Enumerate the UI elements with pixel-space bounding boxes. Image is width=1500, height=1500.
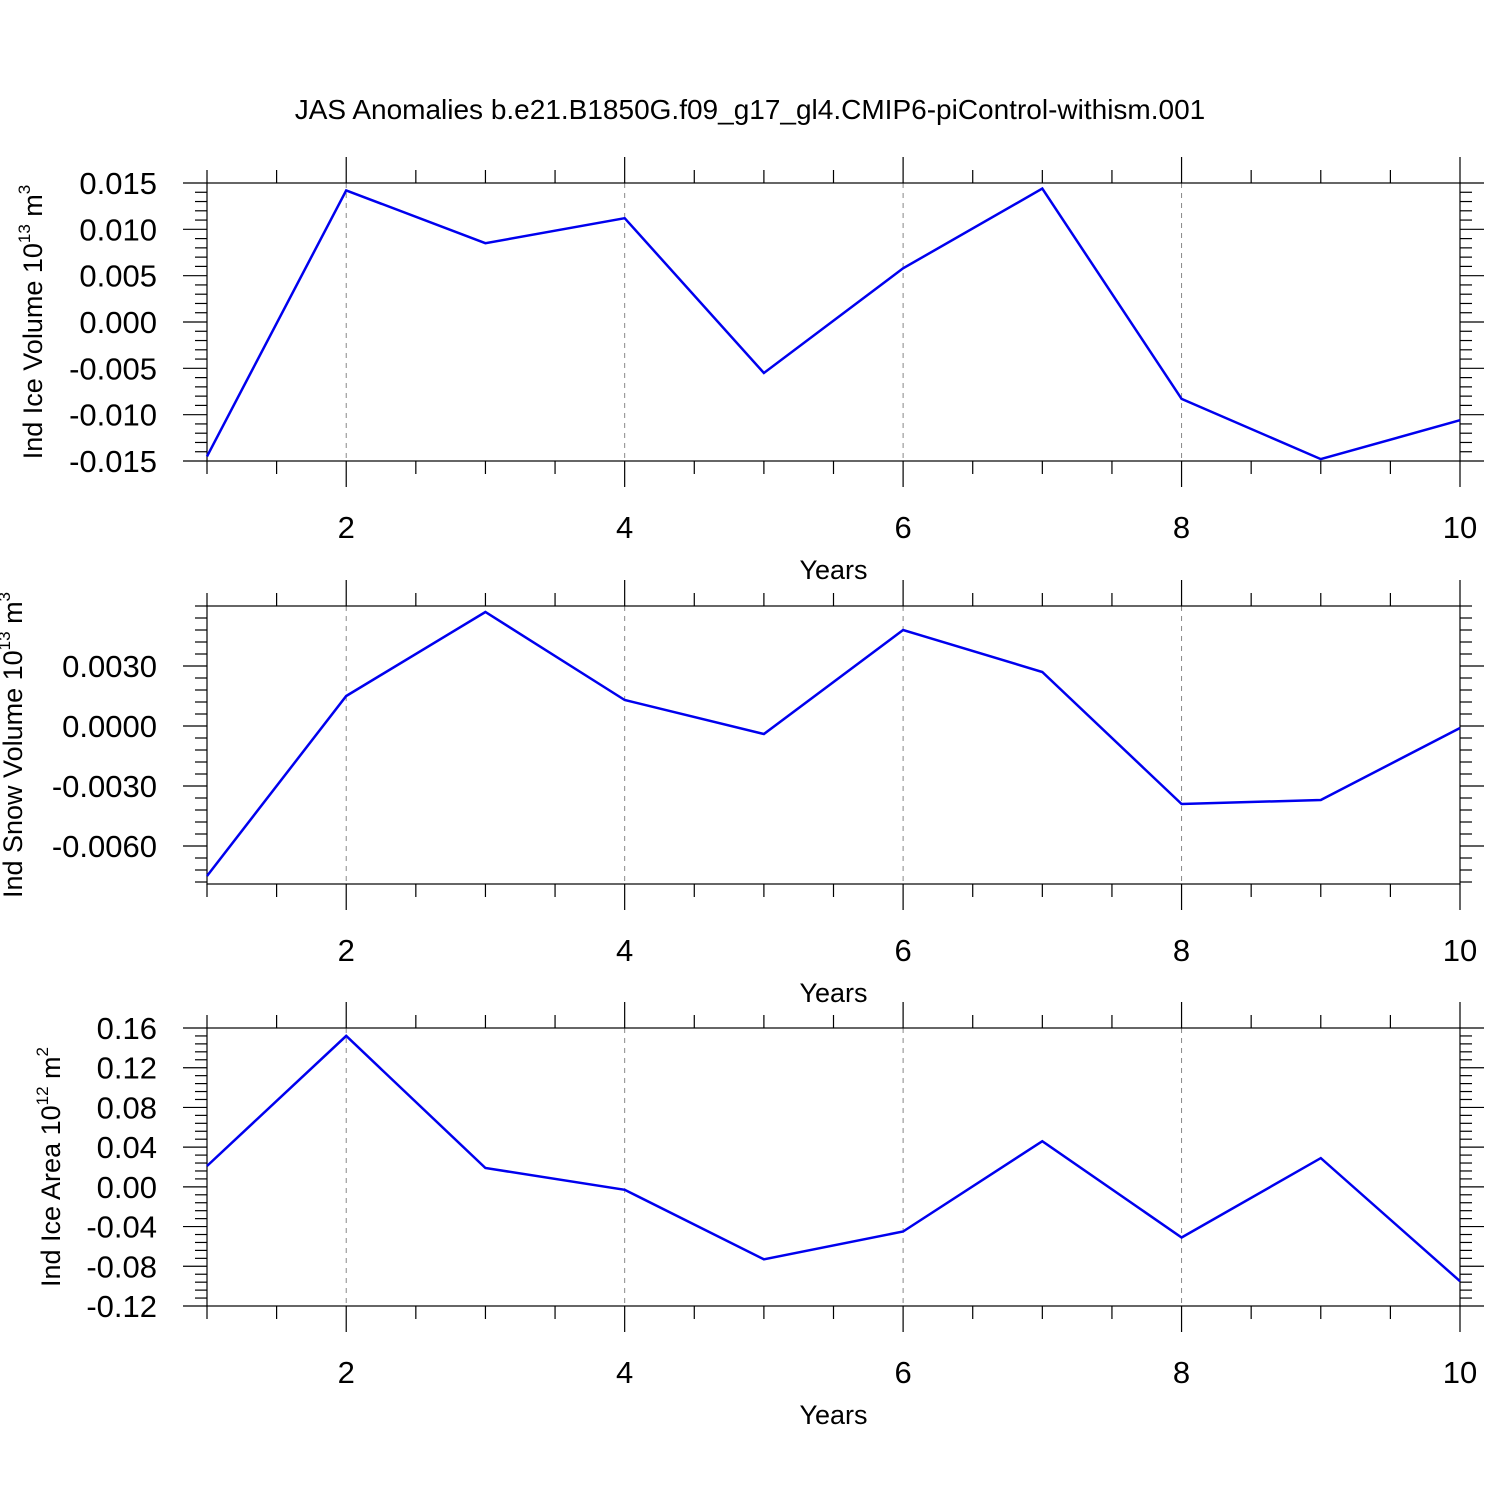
series-line bbox=[205, 186, 1461, 461]
y-tick-label: 0.005 bbox=[79, 259, 157, 294]
x-axis-label: Years bbox=[799, 978, 867, 1008]
x-tick-label: 10 bbox=[1443, 933, 1477, 968]
chart-panel-3: -0.12 -0.08 -0.04 0.00 0.04 0.08 0.12 0.16 2 4 6 8 1… bbox=[33, 1002, 1484, 1430]
y-tick-label: -0.0060 bbox=[52, 829, 157, 864]
x-tick-label: 6 bbox=[894, 510, 911, 545]
plot-frame bbox=[206, 1027, 1461, 1307]
y-tick-label: 0.015 bbox=[79, 166, 157, 201]
y-tick-label: 0.0000 bbox=[62, 709, 157, 744]
chart-panel-1: -0.015 -0.010 -0.005 0.000 0.005 0.010 0.015 2 4… bbox=[15, 157, 1484, 585]
x-tick-label: 4 bbox=[616, 1355, 633, 1390]
x-tick-label: 6 bbox=[894, 933, 911, 968]
y-axis-label-text: Ind Ice Area 10 bbox=[36, 1105, 66, 1287]
y-tick-label: 0.0030 bbox=[62, 649, 157, 684]
y-tick-label: -0.005 bbox=[69, 351, 157, 386]
y-axis-label-unit: m bbox=[36, 1056, 66, 1086]
x-axis-label: Years bbox=[799, 555, 867, 585]
y-tick-label: 0.000 bbox=[79, 305, 157, 340]
y-axis-label: Ind Ice Area 1012 m2 bbox=[33, 1047, 66, 1287]
x-tick-label: 4 bbox=[616, 510, 633, 545]
y-tick-label: -0.015 bbox=[69, 444, 157, 479]
y-axis-label-unit-exponent: 3 bbox=[15, 185, 34, 194]
x-axis-label: Years bbox=[799, 1400, 867, 1430]
y-axis-label: Ind Ice Volume 1013 m3 bbox=[15, 185, 48, 460]
panels: -0.015 -0.010 -0.005 0.000 0.005 0.010 0.015 2 4… bbox=[0, 157, 1484, 1430]
x-tick-label: 2 bbox=[338, 510, 355, 545]
y-tick-label: -0.04 bbox=[86, 1210, 157, 1245]
y-tick-label: 0.010 bbox=[79, 212, 157, 247]
y-tick-label: 0.04 bbox=[97, 1130, 157, 1165]
x-tick-label: 2 bbox=[338, 1355, 355, 1390]
x-tick-label: 6 bbox=[894, 1355, 911, 1390]
x-tick-label: 10 bbox=[1443, 1355, 1477, 1390]
x-tick-label: 8 bbox=[1173, 933, 1190, 968]
x-tick-label: 8 bbox=[1173, 510, 1190, 545]
y-tick-label: 0.12 bbox=[97, 1051, 157, 1086]
y-tick-label: -0.12 bbox=[86, 1289, 157, 1324]
y-axis-label-exponent: 12 bbox=[33, 1086, 52, 1105]
y-axis-label-exponent: 13 bbox=[0, 631, 14, 650]
y-axis-label-unit: m bbox=[0, 601, 28, 631]
x-tick-label: 4 bbox=[616, 933, 633, 968]
y-axis-label-unit: m bbox=[18, 194, 48, 224]
plot-frame bbox=[206, 605, 1461, 885]
figure-title: JAS Anomalies b.e21.B1850G.f09_g17_gl4.C… bbox=[295, 94, 1206, 125]
y-axis-label-text: Ind Snow Volume 10 bbox=[0, 650, 28, 898]
y-axis-label-exponent: 13 bbox=[15, 224, 34, 243]
chart-panel-2: -0.0060 -0.0030 0.0000 0.0030 2 4 6 8 10 Years Ind… bbox=[0, 580, 1484, 1008]
y-axis-label: Ind Snow Volume 1013 m3 bbox=[0, 592, 28, 898]
y-tick-label: 0.16 bbox=[97, 1011, 157, 1046]
series-line bbox=[206, 1034, 1461, 1283]
series-line bbox=[206, 610, 1461, 877]
y-axis-label-text: Ind Ice Volume 10 bbox=[18, 243, 48, 459]
y-axis-label-unit-exponent: 2 bbox=[33, 1047, 52, 1056]
y-tick-label: -0.08 bbox=[86, 1249, 157, 1284]
y-tick-label: -0.010 bbox=[69, 398, 157, 433]
y-tick-label: -0.0030 bbox=[52, 769, 157, 804]
x-tick-label: 2 bbox=[338, 933, 355, 968]
y-tick-label: 0.00 bbox=[97, 1170, 157, 1205]
x-tick-label: 8 bbox=[1173, 1355, 1190, 1390]
y-axis-label-unit-exponent: 3 bbox=[0, 592, 14, 601]
y-tick-label: 0.08 bbox=[97, 1090, 157, 1125]
x-tick-label: 10 bbox=[1443, 510, 1477, 545]
